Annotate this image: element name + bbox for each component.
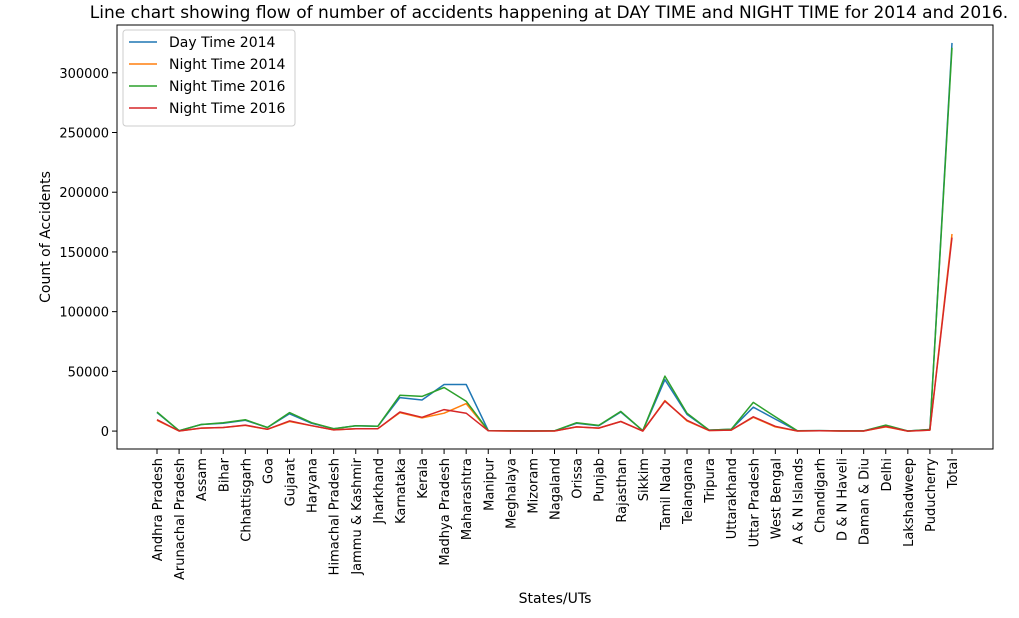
y-tick-label: 200000	[59, 186, 109, 201]
x-tick-label: Delhi	[880, 458, 895, 491]
y-tick-label: 100000	[59, 306, 109, 321]
x-tick-label: Karnataka	[394, 458, 409, 524]
legend-label: Night Time 2016	[169, 101, 285, 117]
y-tick-label: 300000	[59, 67, 109, 82]
x-tick-label: Telangana	[681, 458, 696, 525]
x-tick-label: Haryana	[306, 458, 321, 513]
x-tick-label: Lakshadweep	[902, 458, 917, 547]
x-axis-title: States/UTs	[519, 591, 592, 607]
x-tick-label: Daman & Diu	[858, 458, 873, 545]
chart-title: Line chart showing flow of number of acc…	[90, 3, 1008, 23]
series-line-2	[156, 233, 953, 432]
x-axis: Andhra Pradesh Arunachal Pradesh Assam Biha…	[151, 449, 961, 580]
series-layer	[156, 42, 953, 432]
x-tick-label: West Bengal	[769, 458, 784, 539]
x-tick-label: Himachal Pradesh	[328, 458, 343, 575]
x-tick-label: Andhra Pradesh	[151, 458, 166, 561]
x-tick-label: Chandigarh	[814, 458, 829, 533]
y-axis: 0 50000 100000 150000 200000 250000 300000	[59, 67, 117, 440]
x-tick-label: D & N Haveli	[836, 458, 851, 541]
x-tick-label: Gujarat	[284, 458, 299, 506]
x-tick-label: Jharkhand	[372, 458, 387, 525]
x-tick-label: Puducherry	[924, 458, 939, 532]
x-tick-label: Manipur	[482, 457, 497, 511]
legend-label: Day Time 2014	[169, 35, 276, 51]
x-tick-label: Mizoram	[526, 458, 541, 514]
x-tick-label: Meghalaya	[504, 458, 519, 529]
x-tick-label: Nagaland	[549, 458, 564, 520]
legend-label: Night Time 2016	[169, 79, 285, 95]
y-tick-label: 150000	[59, 246, 109, 261]
x-tick-label: Chhattisgarh	[239, 458, 254, 542]
series-line-4	[156, 237, 953, 432]
x-tick-label: Jammu & Kashmir	[350, 457, 365, 575]
x-tick-label: Sikkim	[637, 458, 652, 501]
legend: Day Time 2014 Night Time 2014 Night Time 2…	[122, 29, 296, 127]
x-tick-label: Kerala	[416, 458, 431, 499]
y-tick-label: 250000	[59, 126, 109, 141]
x-tick-label: Bihar	[217, 457, 232, 492]
legend-box	[122, 29, 296, 127]
x-tick-label: Orissa	[571, 458, 586, 499]
x-tick-label: Arunachal Pradesh	[173, 458, 188, 580]
x-tick-label: Tamil Nadu	[659, 458, 674, 531]
y-tick-label: 0	[101, 425, 109, 440]
x-tick-label: Maharashtra	[460, 458, 475, 540]
x-tick-label: Goa	[261, 458, 276, 484]
x-tick-label: Punjab	[593, 458, 608, 502]
x-tick-label: Assam	[195, 458, 210, 501]
y-axis-title: Count of Accidents	[38, 171, 54, 303]
x-tick-label: Rajasthan	[615, 458, 630, 523]
legend-label: Night Time 2014	[169, 57, 285, 73]
x-tick-label: Madhya Pradesh	[438, 458, 453, 566]
y-tick-label: 50000	[68, 365, 109, 380]
x-tick-label: Uttar Pradesh	[747, 458, 762, 547]
x-tick-label: Total	[946, 458, 961, 489]
x-tick-label: Uttarakhand	[725, 458, 740, 539]
x-tick-label: Tripura	[703, 458, 718, 504]
x-tick-label: A & N Islands	[791, 458, 806, 545]
